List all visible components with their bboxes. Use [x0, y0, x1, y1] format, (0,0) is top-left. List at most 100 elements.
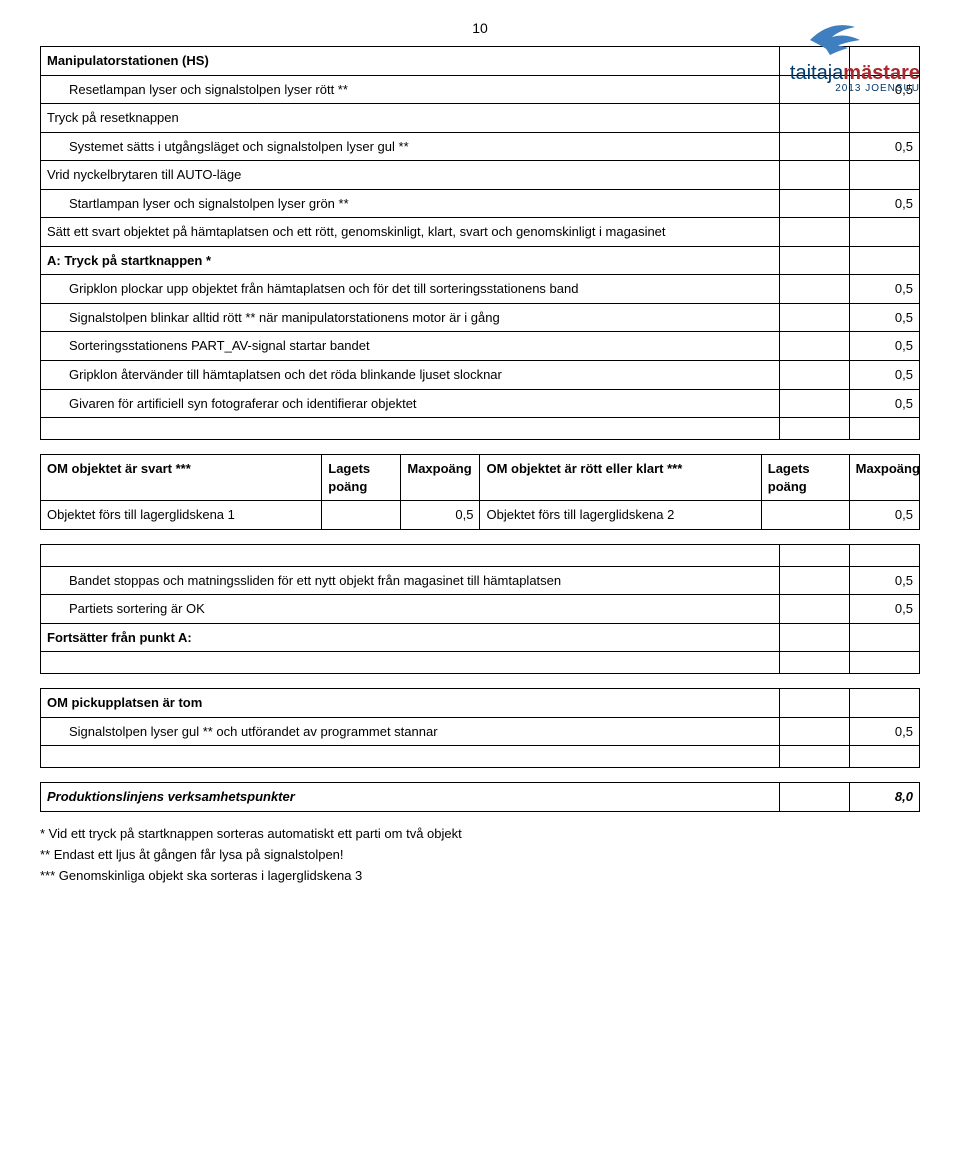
row-c6: 0,5 — [849, 501, 919, 530]
row-val1 — [780, 652, 850, 674]
row-text: OM pickupplatsen är tom — [41, 689, 780, 718]
row-val2: 0,5 — [850, 595, 920, 624]
hdr-c5: Lagets poäng — [761, 455, 849, 501]
row-val2 — [850, 544, 920, 566]
row-val1 — [780, 544, 850, 566]
table-row: Sorteringsstationens PART_AV-signal star… — [41, 332, 920, 361]
row-c4: Objektet förs till lagerglidskena 2 — [480, 501, 761, 530]
table-row: Gripklon plockar upp objektet från hämta… — [41, 275, 920, 304]
bird-icon — [790, 15, 870, 60]
row-val1 — [780, 246, 850, 275]
hdr-c6: Maxpoäng — [849, 455, 919, 501]
row-text: Resetlampan lyser och signalstolpen lyse… — [41, 75, 780, 104]
row-val2 — [850, 746, 920, 768]
table-continue: Bandet stoppas och matningssliden för et… — [40, 544, 920, 675]
row-val1 — [780, 689, 850, 718]
row-c1: Objektet förs till lagerglidskena 1 — [41, 501, 322, 530]
table-row: Resetlampan lyser och signalstolpen lyse… — [41, 75, 920, 104]
row-text: Produktionslinjens verksamhetspunkter — [41, 783, 780, 812]
row-text: Tryck på resetknappen — [41, 104, 780, 133]
row-val2 — [850, 418, 920, 440]
row-val1 — [780, 418, 850, 440]
table-row: Vrid nyckelbrytaren till AUTO-läge — [41, 161, 920, 190]
hdr-c4: OM objektet är rött eller klart *** — [480, 455, 761, 501]
row-text: Partiets sortering är OK — [41, 595, 780, 624]
footnote-1: * Vid ett tryck på startknappen sorteras… — [40, 826, 920, 841]
table-main: Manipulatorstationen (HS)Resetlampan lys… — [40, 46, 920, 440]
table-row — [41, 746, 920, 768]
row-text: Givaren för artificiell syn fotograferar… — [41, 389, 780, 418]
table-pickup: OM pickupplatsen är tomSignalstolpen lys… — [40, 688, 920, 768]
row-val1 — [780, 595, 850, 624]
table-row — [41, 418, 920, 440]
row-text: Gripklon plockar upp objektet från hämta… — [41, 275, 780, 304]
page-number: 10 — [40, 20, 920, 36]
footnote-2: ** Endast ett ljus åt gången får lysa på… — [40, 847, 920, 862]
row-val2 — [850, 246, 920, 275]
footnotes: * Vid ett tryck på startknappen sorteras… — [40, 826, 920, 883]
table-row: Tryck på resetknappen — [41, 104, 920, 133]
table-row: Givaren för artificiell syn fotograferar… — [41, 389, 920, 418]
table-row: OM pickupplatsen är tom — [41, 689, 920, 718]
table-row — [41, 652, 920, 674]
row-val2 — [850, 652, 920, 674]
row-val1 — [780, 623, 850, 652]
row-val2: 0,5 — [850, 332, 920, 361]
table-row: Signalstolpen lyser gul ** och utförande… — [41, 717, 920, 746]
row-val1 — [780, 566, 850, 595]
row-val1 — [780, 303, 850, 332]
row-val2 — [850, 623, 920, 652]
row-val1 — [780, 783, 850, 812]
table-summary: Produktionslinjens verksamhetspunkter 8,0 — [40, 782, 920, 812]
logo: taitajamästare 2013 JOENSUU — [790, 15, 920, 94]
row-text — [41, 418, 780, 440]
hdr-c1: OM objektet är svart *** — [41, 455, 322, 501]
row-text: Manipulatorstationen (HS) — [41, 47, 780, 76]
row-text — [41, 652, 780, 674]
row-val2 — [850, 161, 920, 190]
row-text: Systemet sätts i utgångsläget och signal… — [41, 132, 780, 161]
row-text: Gripklon återvänder till hämtaplatsen oc… — [41, 361, 780, 390]
table-row: Bandet stoppas och matningssliden för et… — [41, 566, 920, 595]
row-val1 — [780, 746, 850, 768]
row-val1 — [780, 275, 850, 304]
table-row: Produktionslinjens verksamhetspunkter 8,0 — [41, 783, 920, 812]
table-row: Startlampan lyser och signalstolpen lyse… — [41, 189, 920, 218]
row-text: Fortsätter från punkt A: — [41, 623, 780, 652]
row-val2 — [850, 218, 920, 247]
table-row: Fortsätter från punkt A: — [41, 623, 920, 652]
row-text: Signalstolpen blinkar alltid rött ** när… — [41, 303, 780, 332]
table-row: Partiets sortering är OK 0,5 — [41, 595, 920, 624]
row-text: Bandet stoppas och matningssliden för et… — [41, 566, 780, 595]
row-val1 — [780, 717, 850, 746]
row-val1 — [780, 161, 850, 190]
row-val1 — [780, 218, 850, 247]
row-c2 — [322, 501, 401, 530]
row-val1 — [780, 132, 850, 161]
row-val2: 0,5 — [850, 275, 920, 304]
logo-title: taitajamästare — [790, 62, 920, 85]
row-val1 — [780, 361, 850, 390]
row-c5 — [761, 501, 849, 530]
row-val1 — [780, 189, 850, 218]
row-val2 — [850, 689, 920, 718]
table-row: Sätt ett svart objektet på hämtaplatsen … — [41, 218, 920, 247]
row-val2: 8,0 — [850, 783, 920, 812]
row-c3: 0,5 — [401, 501, 480, 530]
hdr-c3: Maxpoäng — [401, 455, 480, 501]
row-text — [41, 544, 780, 566]
hdr-c2: Lagets poäng — [322, 455, 401, 501]
table-split: OM objektet är svart *** Lagets poäng Ma… — [40, 454, 920, 530]
row-val1 — [780, 389, 850, 418]
row-text: A: Tryck på startknappen * — [41, 246, 780, 275]
row-text: Signalstolpen lyser gul ** och utförande… — [41, 717, 780, 746]
row-text: Vrid nyckelbrytaren till AUTO-läge — [41, 161, 780, 190]
table-row: Manipulatorstationen (HS) — [41, 47, 920, 76]
row-val2: 0,5 — [850, 132, 920, 161]
table-row: A: Tryck på startknappen * — [41, 246, 920, 275]
table-row: Gripklon återvänder till hämtaplatsen oc… — [41, 361, 920, 390]
row-val2: 0,5 — [850, 717, 920, 746]
row-text: Sorteringsstationens PART_AV-signal star… — [41, 332, 780, 361]
row-text — [41, 746, 780, 768]
footnote-3: *** Genomskinliga objekt ska sorteras i … — [40, 868, 920, 883]
